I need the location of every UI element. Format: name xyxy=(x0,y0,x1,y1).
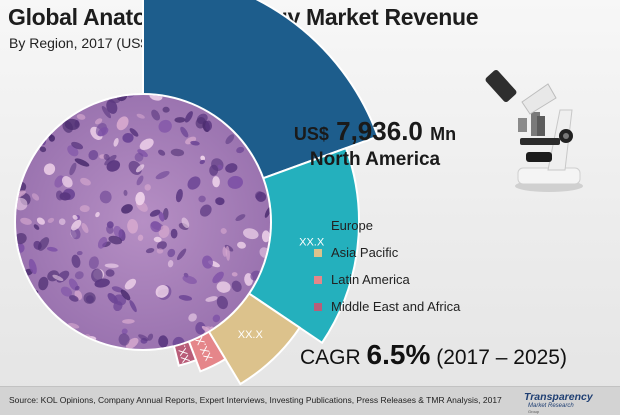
highlight-number: 7,936.0 xyxy=(336,116,423,146)
cagr-value: 6.5% xyxy=(366,339,431,370)
highlight-unit: Mn xyxy=(430,124,457,144)
legend-item: Europe xyxy=(314,212,460,239)
legend-label: Europe xyxy=(331,218,373,233)
source-note: Source: KOL Opinions, Company Annual Rep… xyxy=(9,395,502,405)
tissue-image xyxy=(14,93,272,351)
highlight-currency: US$ xyxy=(293,124,329,144)
highlight-value: US$ 7,936.0 Mn xyxy=(272,118,478,144)
logo-sub: Market Research xyxy=(528,403,574,409)
tmr-logo: Transparency Market Research Group xyxy=(524,389,616,414)
legend-item: Asia Pacific xyxy=(314,239,460,266)
legend-label: Latin America xyxy=(331,272,410,287)
cagr-period: (2017 – 2025) xyxy=(436,346,567,369)
cagr-text: CAGR 6.5% (2017 – 2025) xyxy=(300,339,567,371)
highlight-region: North America xyxy=(309,149,441,170)
highlight-value-box: US$ 7,936.0 Mn North America xyxy=(272,118,478,169)
logo-sub2: Group xyxy=(528,409,540,414)
legend-swatch xyxy=(314,221,322,230)
legend-label: Middle East and Africa xyxy=(331,299,461,314)
legend-swatch xyxy=(314,275,322,284)
cagr-label: CAGR xyxy=(300,346,361,369)
microscope-icon xyxy=(485,69,583,192)
legend-swatch xyxy=(314,302,322,311)
legend-item: Latin America xyxy=(314,266,460,293)
chart-subtitle: By Region, 2017 (US$ Mn) xyxy=(9,35,177,51)
legend-swatch xyxy=(314,248,322,257)
legend-label: Asia Pacific xyxy=(331,245,399,260)
legend: Europe Asia Pacific Latin America Middle Ea… xyxy=(314,212,460,320)
footer: Source: KOL Opinions, Company Annual Rep… xyxy=(0,386,620,415)
slice-label-asia-pacific: XX.X xyxy=(238,329,264,341)
legend-item: Middle East and Africa xyxy=(314,293,460,320)
slice-label-europe: XX.X xyxy=(299,237,325,249)
logo-name: Transparency xyxy=(524,391,593,403)
